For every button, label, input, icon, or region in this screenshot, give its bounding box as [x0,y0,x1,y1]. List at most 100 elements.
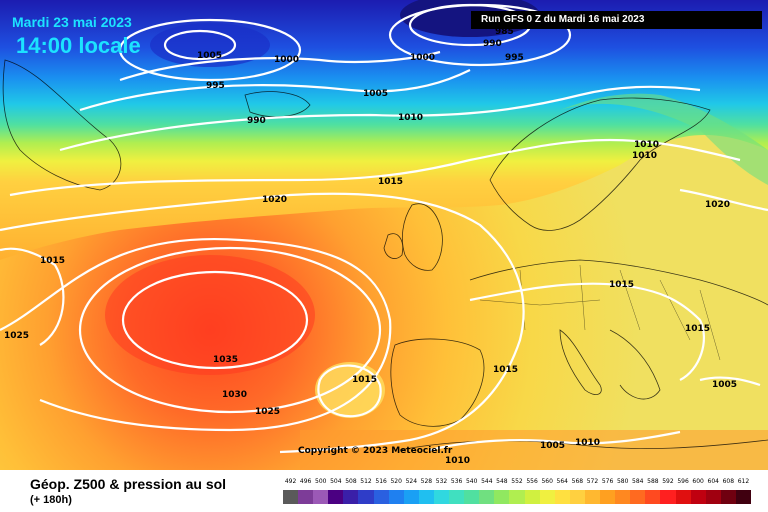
colorbar-tick-label: 528 [420,478,433,485]
colorbar-swatch [418,490,434,504]
isobar-label: 1015 [40,256,65,266]
isobar-label: 1030 [222,390,247,400]
south-band [300,430,768,470]
colorbar-tick-label: 584 [632,478,644,485]
isobar-1005 [79,69,471,112]
isobar-1010 [59,85,701,152]
isobar-label: 1005 [540,441,565,451]
colorbar-swatch [298,490,314,504]
colorbar-swatch [615,490,631,504]
colorbar-tick-label: 588 [647,478,659,485]
isobar-labels: 1005 1000 995 990 985 990 1000 995 1005 … [4,27,737,466]
colorbar-swatch [328,490,344,504]
colorbar-swatch [569,490,585,504]
isobar-990-west [163,29,237,61]
uk-coast [401,203,443,271]
greenland-coast [2,59,122,191]
colorbar-swatch [358,490,374,504]
colorbar-tick-label: 540 [465,478,478,485]
isobar-label: 1005 [712,380,737,390]
continent-coast [469,259,768,306]
colorbar-tick-label: 596 [677,478,689,485]
colorbar-tick-label: 500 [315,478,327,485]
colorbar-tick-label: 600 [692,478,704,485]
isobar-1015-center [469,282,705,381]
colorbar-swatch [388,490,404,504]
isobar-label: 995 [505,53,524,63]
colorbar-swatch [433,490,450,504]
colorbar-swatch [449,490,465,504]
colorbar-swatch [705,490,721,504]
italy-coast [559,329,602,395]
colorbar-swatch [539,490,555,504]
isobars [0,3,768,454]
colorbar-swatch [479,490,495,504]
isobar-label: 1010 [632,151,657,161]
isobar-label: 1035 [213,355,238,365]
colorbar-swatch [494,490,510,504]
isobar-label: 1010 [445,456,470,466]
geopotential-map: 1005 1000 995 990 985 990 1000 995 1005 … [0,0,768,470]
colorbar-tick-label: 572 [586,478,599,485]
isobar-995-north [388,3,572,67]
colorbar-tick-label: 552 [511,478,523,485]
colorbar-tick-label: 508 [345,478,357,485]
isobar-label: 1010 [634,140,659,150]
colorbar-tick-label: 520 [390,478,402,485]
colorbar-tick-label: 556 [526,478,538,485]
copyright-text: Copyright © 2023 Meteociel.fr [298,446,453,456]
isobar-995-west [118,18,302,82]
colorbar-tick-label: 516 [375,478,387,485]
coastlines [2,59,768,451]
colorbar-swatch [630,490,646,504]
iberia-high [315,362,385,418]
colorbar-swatch [675,490,691,504]
colorbar-tick-label: 560 [541,478,553,485]
colorbar-tick-label: 512 [360,478,372,485]
colorbar-tick-label: 576 [601,478,614,485]
colorbar-swatch [720,490,736,504]
north-europe-strip [560,93,768,185]
isobar-label: 990 [247,116,266,126]
isobar-label: 990 [483,39,502,49]
colorbar-swatch [554,490,570,504]
colorbar-tick-label: 544 [481,478,493,485]
colorbar-swatch [509,490,525,504]
isobar-label: 1010 [575,438,600,448]
isobar-1010-south [429,430,681,452]
run-info: Run GFS 0 Z du Mardi 16 mai 2023 [471,11,762,29]
isobar-1015-iberia [317,364,382,418]
isobar-1035 [121,270,309,370]
isobar-1020-east [679,188,768,212]
isobar-1000 [119,50,441,82]
colorbar-tick-label: 580 [616,478,629,485]
isobar-label: 1005 [197,51,222,61]
isobar-label: 1005 [363,89,388,99]
colorbar-tick-label: 492 [284,478,297,485]
isobar-label: 1010 [398,113,423,123]
colorbar-tick-label: 532 [435,478,448,485]
isobar-1020 [0,192,525,454]
forecast-offset: (+ 180h) [30,494,72,506]
colorbar-tick-label: 548 [496,478,508,485]
forecast-date: Mardi 23 mai 2023 [12,14,132,30]
colorbar-swatch [524,490,540,504]
colorbar-tick-label: 564 [556,478,568,485]
north-africa-coast [399,439,768,451]
forecast-time: 14:00 locale [16,33,141,58]
isobar-label: 1015 [493,365,518,375]
isobar-label: 985 [495,27,514,37]
colorbar-tick-label: 536 [450,478,463,485]
isobar-label: 1025 [255,407,280,417]
colorbar-swatch [343,490,359,504]
isobar-1015 [9,138,741,197]
isobar-label: 1015 [378,177,403,187]
colorbar-tick-label: 604 [707,478,719,485]
colorbar-swatch [584,490,601,504]
colorbar-tick-label: 496 [299,478,312,485]
colorbar-swatch [600,490,616,504]
isobar-label: 1000 [274,55,299,65]
colorbar-tick-label: 612 [737,478,750,485]
isobar-label: 1000 [410,53,435,63]
